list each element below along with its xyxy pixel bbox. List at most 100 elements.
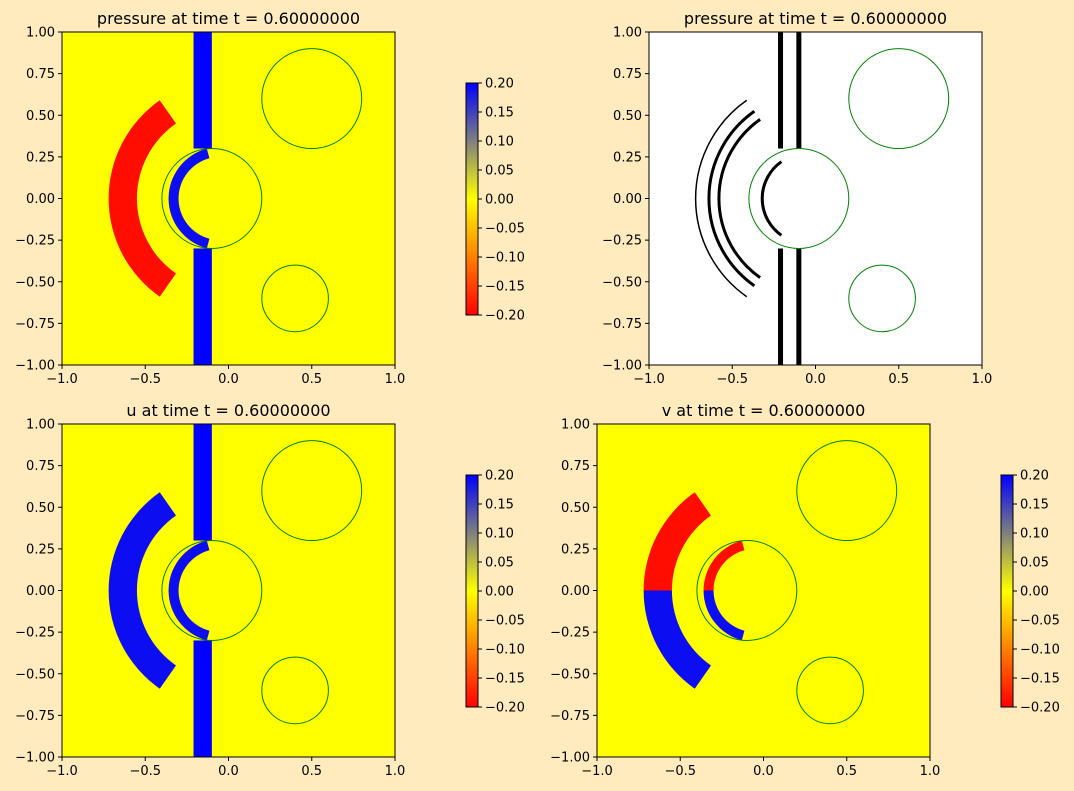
x-tick-label: 0.5 — [301, 372, 322, 387]
x-tick-label: 0.5 — [836, 764, 857, 779]
y-tick-label: 0.25 — [613, 150, 642, 165]
x-tick-label: 0.5 — [888, 372, 909, 387]
colorbar-tick-label: 0.00 — [485, 585, 514, 600]
obstacle-circle-1 — [796, 440, 898, 542]
y-tick-label: −0.75 — [15, 709, 55, 724]
band-upper — [193, 32, 212, 149]
obstacle-circle-1 — [261, 48, 363, 150]
y-tick-label: −0.25 — [550, 626, 590, 641]
x-tick-label: −0.5 — [129, 372, 161, 387]
y-tick-label: 0.75 — [561, 459, 590, 474]
colorbar-tick-label: 0.15 — [485, 498, 514, 513]
obstacle-circle-1 — [848, 48, 950, 150]
plot-content — [108, 424, 363, 757]
y-tick-label: −0.75 — [550, 709, 590, 724]
y-tick-label: −0.50 — [602, 275, 642, 290]
x-tick-label: −1.0 — [633, 372, 665, 387]
x-tick-label: 1.0 — [385, 372, 406, 387]
wave-front-0 — [643, 492, 711, 591]
x-tick-label: −0.5 — [716, 372, 748, 387]
plot-content — [108, 32, 363, 365]
colorbar: 0.20 0.15 0.10 0.05 0.00 −0.05 −0.10 −0.15 −0.20 — [465, 77, 525, 324]
colorbar-tick-label: −0.10 — [485, 643, 525, 658]
y-tick-label: 0.25 — [561, 542, 590, 557]
x-tick-label: 0.0 — [753, 764, 774, 779]
colorbar-tick-label: −0.05 — [1020, 614, 1060, 629]
colorbar-tick-label: 0.00 — [1020, 585, 1049, 600]
colorbar: 0.20 0.15 0.10 0.05 0.00 −0.05 −0.10 −0.15 −0.20 — [465, 469, 525, 716]
obstacle-circle-2 — [748, 148, 850, 249]
plot-content — [694, 32, 950, 365]
obstacle-circle-3 — [796, 656, 864, 725]
y-tick-label: 0.25 — [26, 542, 55, 557]
y-tick-label: 0.50 — [26, 501, 55, 516]
y-tick-label: −1.00 — [550, 751, 590, 766]
y-tick-label: 0.00 — [26, 192, 55, 207]
y-tick-label: −1.00 — [15, 751, 55, 766]
y-tick-label: 0.50 — [26, 109, 55, 124]
colorbar-tick-label: −0.20 — [1020, 701, 1060, 716]
wave-front-3 — [703, 590, 745, 641]
panel-1: pressure at time t = 0.60000000−1.0 −0.5 0… — [15, 9, 525, 387]
y-tick-label: −0.50 — [15, 275, 55, 290]
obstacle-circle-3 — [261, 656, 329, 725]
y-tick-label: 0.25 — [26, 150, 55, 165]
obstacle-circle-2 — [161, 148, 263, 249]
colorbar-tick-label: −0.15 — [1020, 672, 1060, 687]
colorbar-tick-label: 0.10 — [1020, 527, 1049, 542]
panel-2: pressure at time t = 0.60000000−1.0 −0.5 0… — [602, 9, 992, 387]
x-tick-label: −1.0 — [46, 372, 78, 387]
chart-title: v at time t = 0.60000000 — [662, 401, 866, 420]
x-tick-label: 0.0 — [805, 372, 826, 387]
y-tick-label: 0.00 — [613, 192, 642, 207]
y-tick-label: 0.50 — [613, 109, 642, 124]
colorbar-tick-label: −0.20 — [485, 309, 525, 324]
colorbar-tick-label: 0.20 — [485, 469, 514, 484]
y-tick-label: 0.75 — [26, 67, 55, 82]
band-lower — [193, 640, 212, 757]
y-tick-label: −0.25 — [15, 626, 55, 641]
x-tick-label: 0.0 — [218, 764, 239, 779]
plot-content — [643, 440, 898, 725]
y-tick-label: 0.50 — [561, 501, 590, 516]
y-tick-label: −0.25 — [602, 234, 642, 249]
y-tick-label: −0.75 — [15, 317, 55, 332]
y-tick-label: 0.00 — [26, 584, 55, 599]
chart-title: pressure at time t = 0.60000000 — [684, 9, 947, 28]
obstacle-circle-3 — [848, 264, 916, 333]
colorbar: 0.20 0.15 0.10 0.05 0.00 −0.05 −0.10 −0.15 −0.20 — [1000, 469, 1060, 716]
contour-arc-4 — [694, 99, 748, 298]
colorbar-tick-label: −0.15 — [485, 280, 525, 295]
x-tick-label: 1.0 — [920, 764, 941, 779]
obstacle-circle-1 — [261, 440, 363, 542]
x-tick-label: 0.0 — [218, 372, 239, 387]
x-tick-label: −1.0 — [46, 764, 78, 779]
chart-title: pressure at time t = 0.60000000 — [97, 9, 360, 28]
colorbar-gradient — [465, 82, 479, 316]
colorbar-tick-label: 0.15 — [1020, 498, 1049, 513]
colorbar-tick-label: 0.05 — [485, 556, 514, 571]
panel-4: v at time t = 0.60000000 −1.0 −0.5 0.0 0.5 1.… — [550, 401, 1060, 779]
wave-front-2 — [703, 540, 745, 591]
wave-front-1 — [108, 100, 176, 297]
wave-front-1 — [108, 492, 176, 689]
panel-3: u at time t = 0.60000000 −1.0 −0.5 0.0 0.5 1.… — [15, 401, 525, 779]
obstacle-circle-3 — [261, 264, 329, 333]
colorbar-tick-label: 0.20 — [1020, 469, 1049, 484]
colorbar-tick-label: 0.10 — [485, 527, 514, 542]
plot-background — [649, 32, 982, 365]
y-tick-label: 1.00 — [26, 418, 55, 433]
obstacle-circle-2 — [696, 540, 798, 641]
y-tick-label: −0.50 — [550, 667, 590, 682]
x-tick-label: 0.5 — [301, 764, 322, 779]
colorbar-tick-label: 0.15 — [485, 106, 514, 121]
contour-arc-3 — [707, 109, 756, 288]
colorbar-tick-label: −0.20 — [485, 701, 525, 716]
y-tick-label: −0.75 — [602, 317, 642, 332]
obstacle-circle-2 — [161, 540, 263, 641]
wave-front-2 — [168, 148, 210, 249]
colorbar-tick-label: −0.05 — [485, 614, 525, 629]
colorbar-tick-label: 0.05 — [1020, 556, 1049, 571]
y-tick-label: −1.00 — [15, 359, 55, 374]
